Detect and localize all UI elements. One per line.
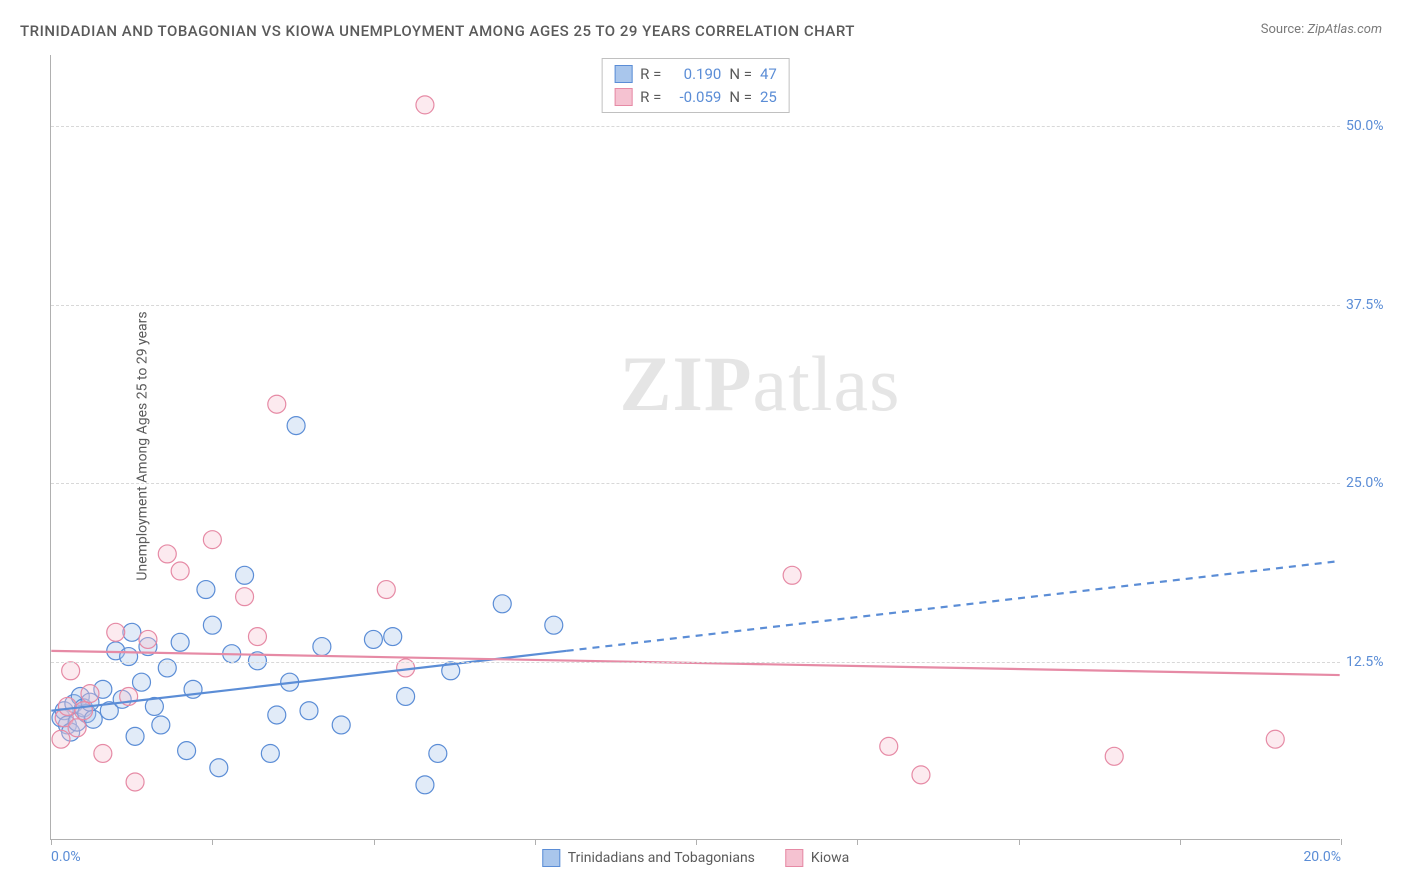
- scatter-point-kiowa: [126, 773, 144, 791]
- ytick-label: 12.5%: [1346, 654, 1396, 670]
- scatter-point-trinidadians: [493, 595, 511, 613]
- xtick: [1180, 839, 1181, 845]
- ytick-label: 50.0%: [1346, 118, 1396, 134]
- scatter-point-trinidadians: [397, 687, 415, 705]
- gridline: [51, 305, 1340, 306]
- scatter-point-trinidadians: [416, 776, 434, 794]
- scatter-point-kiowa: [377, 581, 395, 599]
- stat-n-label: N =: [729, 86, 752, 109]
- scatter-point-trinidadians: [203, 616, 221, 634]
- scatter-point-kiowa: [158, 545, 176, 563]
- xtick: [1341, 839, 1342, 845]
- legend: Trinidadians and Tobagonians Kiowa: [542, 849, 849, 867]
- stat-row: R = -0.059 N = 25: [614, 86, 777, 109]
- xtick: [696, 839, 697, 845]
- stat-row: R = 0.190 N = 47: [614, 63, 777, 86]
- scatter-point-kiowa: [75, 702, 93, 720]
- scatter-point-trinidadians: [197, 581, 215, 599]
- gridline: [51, 483, 1340, 484]
- correlation-chart: TRINIDADIAN AND TOBAGONIAN VS KIOWA UNEM…: [0, 0, 1406, 892]
- scatter-point-kiowa: [416, 96, 434, 114]
- scatter-point-trinidadians: [261, 744, 279, 762]
- xtick: [857, 839, 858, 845]
- scatter-point-trinidadians: [384, 628, 402, 646]
- scatter-point-kiowa: [268, 395, 286, 413]
- xtick: [51, 839, 52, 845]
- legend-swatch: [542, 849, 560, 867]
- scatter-point-kiowa: [171, 562, 189, 580]
- legend-swatch: [785, 849, 803, 867]
- scatter-point-kiowa: [248, 628, 266, 646]
- scatter-point-kiowa: [203, 531, 221, 549]
- source-label: Source:: [1261, 22, 1308, 37]
- correlation-stats-box: R = 0.190 N = 47 R = -0.059 N = 25: [601, 58, 790, 113]
- scatter-point-kiowa: [58, 697, 76, 715]
- scatter-point-trinidadians: [210, 759, 228, 777]
- xtick: [1019, 839, 1020, 845]
- scatter-point-trinidadians: [364, 630, 382, 648]
- xtick-label: 20.0%: [1303, 849, 1341, 865]
- stat-r-label: R =: [640, 86, 661, 109]
- stat-swatch: [614, 88, 632, 106]
- legend-label: Trinidadians and Tobagonians: [568, 850, 755, 866]
- scatter-point-trinidadians: [268, 706, 286, 724]
- scatter-point-trinidadians: [236, 566, 254, 584]
- trendline-trinidadians-dashed: [567, 561, 1340, 651]
- scatter-point-trinidadians: [133, 673, 151, 691]
- stat-swatch: [614, 65, 632, 83]
- legend-item: Kiowa: [785, 849, 849, 867]
- scatter-point-trinidadians: [152, 716, 170, 734]
- stat-n-value: 47: [760, 63, 777, 86]
- stat-r-value: 0.190: [669, 63, 721, 86]
- scatter-point-trinidadians: [545, 616, 563, 634]
- scatter-point-kiowa: [1266, 730, 1284, 748]
- gridline: [51, 662, 1340, 663]
- source-attribution: Source: ZipAtlas.com: [1261, 22, 1382, 37]
- legend-label: Kiowa: [811, 850, 849, 866]
- stat-n-value: 25: [760, 86, 777, 109]
- scatter-point-kiowa: [62, 662, 80, 680]
- stat-r-label: R =: [640, 63, 661, 86]
- scatter-point-trinidadians: [178, 742, 196, 760]
- scatter-point-kiowa: [81, 685, 99, 703]
- scatter-point-kiowa: [912, 766, 930, 784]
- stat-n-label: N =: [729, 63, 752, 86]
- legend-item: Trinidadians and Tobagonians: [542, 849, 755, 867]
- scatter-point-trinidadians: [120, 648, 138, 666]
- gridline: [51, 126, 1340, 127]
- plot-svg: [51, 55, 1340, 839]
- trendline-kiowa: [51, 651, 1339, 675]
- source-value: ZipAtlas.com: [1307, 22, 1382, 37]
- scatter-point-kiowa: [236, 588, 254, 606]
- scatter-point-kiowa: [1105, 747, 1123, 765]
- scatter-point-kiowa: [94, 744, 112, 762]
- xtick-label: 0.0%: [51, 849, 81, 865]
- scatter-point-kiowa: [68, 719, 86, 737]
- scatter-point-kiowa: [107, 623, 125, 641]
- ytick-label: 25.0%: [1346, 475, 1396, 491]
- scatter-point-kiowa: [139, 630, 157, 648]
- scatter-point-kiowa: [783, 566, 801, 584]
- scatter-point-trinidadians: [429, 744, 447, 762]
- plot-area: ZIPatlas R = 0.190 N = 47 R = -0.059 N =…: [50, 55, 1340, 840]
- scatter-point-trinidadians: [171, 633, 189, 651]
- xtick: [535, 839, 536, 845]
- chart-title: TRINIDADIAN AND TOBAGONIAN VS KIOWA UNEM…: [20, 22, 855, 40]
- scatter-point-trinidadians: [123, 623, 141, 641]
- xtick: [374, 839, 375, 845]
- scatter-point-trinidadians: [332, 716, 350, 734]
- scatter-point-trinidadians: [300, 702, 318, 720]
- scatter-point-trinidadians: [126, 727, 144, 745]
- scatter-point-kiowa: [880, 737, 898, 755]
- ytick-label: 37.5%: [1346, 297, 1396, 313]
- scatter-point-trinidadians: [287, 417, 305, 435]
- stat-r-value: -0.059: [669, 86, 721, 109]
- xtick: [212, 839, 213, 845]
- scatter-point-kiowa: [52, 730, 70, 748]
- scatter-point-trinidadians: [313, 638, 331, 656]
